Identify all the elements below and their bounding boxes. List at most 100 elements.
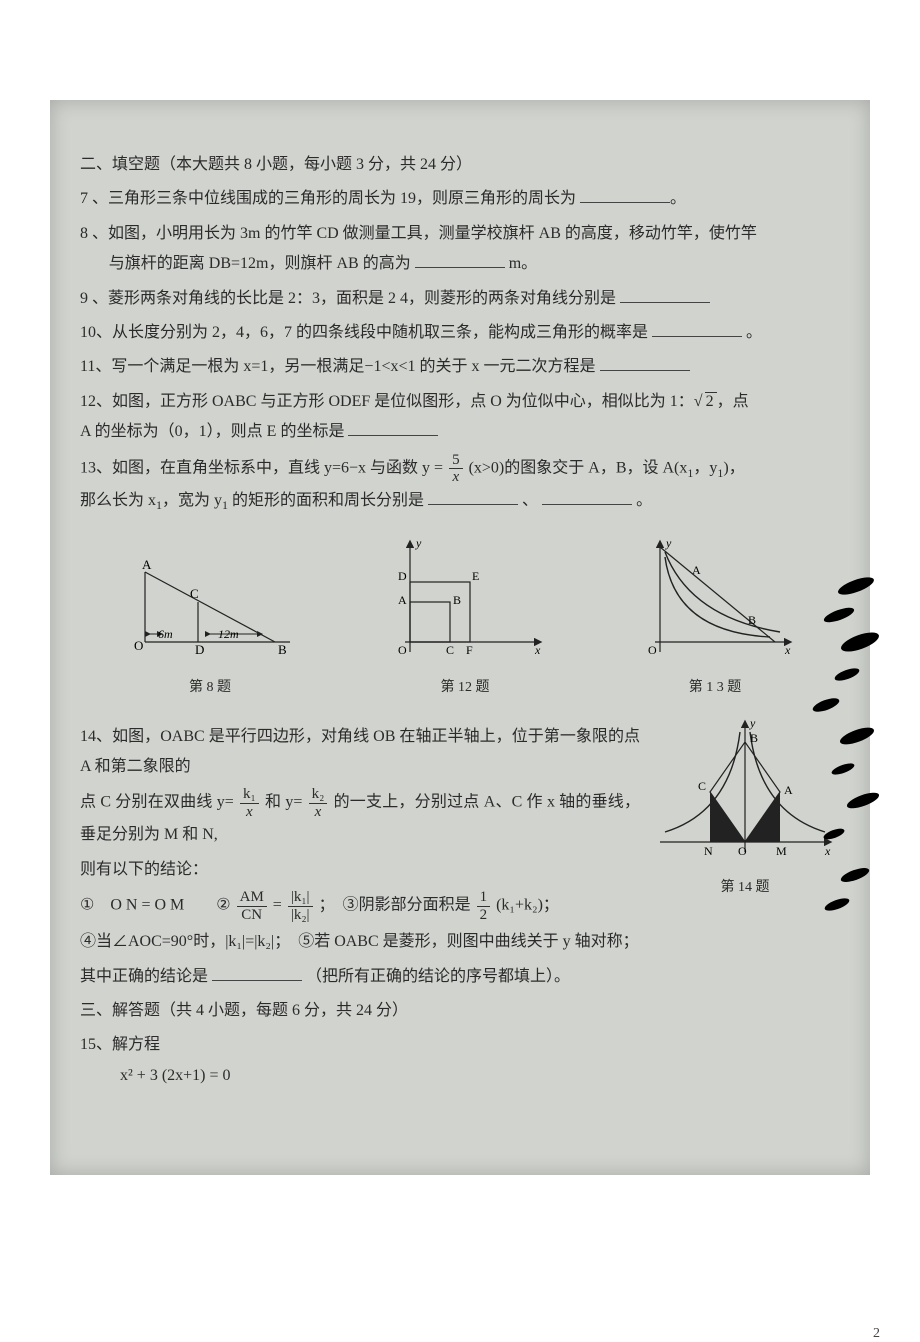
svg-text:C: C <box>190 586 199 601</box>
question-12: 12、如图，正方形 OABC 与正方形 ODEF 是位似图形，点 O 为位似中心… <box>80 387 840 448</box>
q8-line1: 8 、如图，小明用长为 3m 的竹竿 CD 做测量工具，测量学校旗杆 AB 的高… <box>80 225 757 242</box>
q13-line1-end: )， <box>723 459 744 476</box>
q14-opt1-pre: ① O N = O M ② <box>80 897 235 914</box>
q8-blank <box>415 251 505 268</box>
q9-text: 9 、菱形两条对角线的长比是 2：3，面积是 2 4，则菱形的两条对角线分别是 <box>80 290 616 307</box>
q12-line1-pre: 12、如图，正方形 OABC 与正方形 ODEF 是位似图形，点 O 为位似中心… <box>80 393 694 410</box>
svg-text:C: C <box>698 779 706 793</box>
svg-text:M: M <box>776 844 787 858</box>
question-9: 9 、菱形两条对角线的长比是 2：3，面积是 2 4，则菱形的两条对角线分别是 <box>80 284 840 314</box>
figure-12-svg: D E A B O C F x y <box>380 532 550 662</box>
fig8-caption: 第 8 题 <box>120 675 300 702</box>
q13-frac-den: x <box>449 469 463 486</box>
q13-line2-suf: 的矩形的面积和周长分别是 <box>228 492 424 509</box>
q13-end: 。 <box>636 492 652 509</box>
question-8: 8 、如图，小明用长为 3m 的竹竿 CD 做测量工具，测量学校旗杆 AB 的高… <box>80 219 840 280</box>
q14-opt4: ④当∠AOC=90°时，|k₁|=|k₂|； ⑤若 OABC 是菱形，则图中曲线… <box>80 927 840 957</box>
q11-text: 11、写一个满足一根为 x=1，另一根满足−1<x<1 的关于 x 一元二次方程… <box>80 358 596 375</box>
svg-text:y: y <box>415 536 422 550</box>
exam-page: 二、填空题（本大题共 8 小题，每小题 3 分，共 24 分） 7 、三角形三条… <box>50 100 870 1175</box>
q14-end-pre: 其中正确的结论是 <box>80 968 208 985</box>
q13-frac: 5 x <box>449 452 463 486</box>
svg-text:6m: 6m <box>158 627 173 641</box>
q8-line2-pre: 与旗杆的距离 DB=12m，则旗杆 AB 的高为 <box>80 255 411 272</box>
svg-text:C: C <box>446 643 454 657</box>
svg-text:y: y <box>665 536 672 550</box>
svg-text:B: B <box>748 613 756 627</box>
q14-opt2-frac1: AM CN <box>237 889 267 923</box>
q13-line1-suf: ，y <box>693 459 717 476</box>
q8-unit: m。 <box>509 255 537 272</box>
svg-text:F: F <box>466 643 473 657</box>
figure-13: A B O x y 第 1 3 题 <box>630 532 800 702</box>
fig12-caption: 第 12 题 <box>380 675 550 702</box>
q14-line2-pre: 点 C 分别在双曲线 y= <box>80 794 234 811</box>
svg-text:B: B <box>453 593 461 607</box>
svg-text:A: A <box>692 563 701 577</box>
svg-text:x: x <box>824 844 831 858</box>
svg-text:O: O <box>648 643 657 657</box>
q10-suffix: 。 <box>746 324 762 341</box>
page-number: 2 <box>873 1326 880 1342</box>
svg-text:D: D <box>398 569 407 583</box>
figure-14-svg: B C A N O M x y <box>650 712 840 862</box>
figure-8-svg: C A O D B 6m 12m <box>120 552 300 662</box>
q10-blank <box>652 320 742 337</box>
question-15: 15、解方程 x² + 3 (2x+1) = 0 <box>80 1030 840 1091</box>
q13-sep: 、 <box>522 492 538 509</box>
svg-text:B: B <box>278 642 287 657</box>
q14-end-suf: （把所有正确的结论的序号都填上）。 <box>306 968 570 985</box>
q13-blank-2 <box>542 488 632 505</box>
svg-text:x: x <box>534 643 541 657</box>
q14-opt3-suf: (k₁+k₂)； <box>496 897 559 914</box>
svg-text:A: A <box>142 557 152 572</box>
svg-text:O: O <box>738 844 747 858</box>
section-2-title-text: 二、填空题（本大题共 8 小题，每小题 3 分，共 24 分） <box>80 156 472 173</box>
q14-opt2-eq: = <box>273 897 286 914</box>
svg-text:A: A <box>784 783 793 797</box>
q14-opt2-frac2: |k₁| |k₂| <box>288 889 313 923</box>
q9-blank <box>620 286 710 303</box>
figure-12: D E A B O C F x y 第 12 题 <box>380 532 550 702</box>
sqrt-2: 2 <box>705 392 717 410</box>
q14-opt2-suf: ； ③阴影部分面积是 <box>319 897 471 914</box>
question-14: B C A N O M x y 第 14 题 14、如图，OABC 是平行四边形… <box>80 722 840 996</box>
fig14-caption: 第 14 题 <box>650 875 840 902</box>
q13-line2-mid: ，宽为 y <box>162 492 222 509</box>
q14-opt3-frac: 1 2 <box>477 889 491 923</box>
q14-frac2: k₂ x <box>309 786 328 820</box>
q13-blank-1 <box>428 488 518 505</box>
figure-14: B C A N O M x y 第 14 题 <box>650 712 840 902</box>
q15-title: 15、解方程 <box>80 1036 160 1053</box>
svg-text:x: x <box>784 643 791 657</box>
q14-line2-mid: 和 y= <box>265 794 302 811</box>
section-3-title-text: 三、解答题（共 4 小题，每题 6 分，共 24 分） <box>80 1002 408 1019</box>
q14-end: 其中正确的结论是 （把所有正确的结论的序号都填上）。 <box>80 962 840 992</box>
section-3-title: 三、解答题（共 4 小题，每题 6 分，共 24 分） <box>80 996 840 1026</box>
section-2-title: 二、填空题（本大题共 8 小题，每小题 3 分，共 24 分） <box>80 150 840 180</box>
q10-text: 10、从长度分别为 2，4，6，7 的四条线段中随机取三条，能构成三角形的概率是 <box>80 324 648 341</box>
q13-line1-pre: 13、如图，在直角坐标系中，直线 y=6−x 与函数 y = <box>80 459 447 476</box>
figure-13-svg: A B O x y <box>630 532 800 662</box>
figures-row: C A O D B 6m 12m 第 8 题 D E A <box>80 532 840 702</box>
q14-frac1: k₁ x <box>240 786 259 820</box>
q13-frac-num: 5 <box>449 452 463 470</box>
svg-text:N: N <box>704 844 713 858</box>
question-7: 7 、三角形三条中位线围成的三角形的周长为 19，则原三角形的周长为 。 <box>80 184 840 214</box>
svg-text:O: O <box>134 638 143 653</box>
fig13-caption: 第 1 3 题 <box>630 675 800 702</box>
q7-blank <box>580 186 670 203</box>
q13-line1-mid: (x>0)的图象交于 A，B，设 A(x <box>469 459 688 476</box>
q12-blank <box>348 419 438 436</box>
q7-text: 7 、三角形三条中位线围成的三角形的周长为 19，则原三角形的周长为 <box>80 190 576 207</box>
svg-text:y: y <box>749 716 756 730</box>
question-10: 10、从长度分别为 2，4，6，7 的四条线段中随机取三条，能构成三角形的概率是… <box>80 318 840 348</box>
q14-blank <box>212 964 302 981</box>
q13-line2-pre: 那么长为 x <box>80 492 156 509</box>
svg-text:B: B <box>750 731 758 745</box>
q11-blank <box>600 354 690 371</box>
svg-text:O: O <box>398 643 407 657</box>
q15-eq: x² + 3 (2x+1) = 0 <box>80 1067 231 1084</box>
q12-line1-suf: ，点 <box>717 393 749 410</box>
svg-text:A: A <box>398 593 407 607</box>
